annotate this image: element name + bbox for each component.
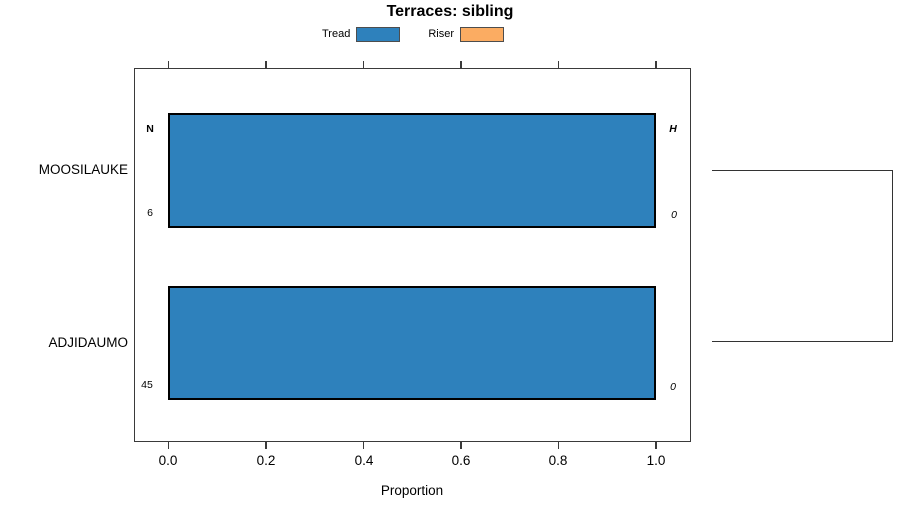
xtick-label-1.0: 1.0 (646, 453, 666, 468)
ytick-label-moosilauke: MOOSILAUKE (38, 162, 128, 177)
tick-top (265, 61, 267, 68)
tick-top (557, 61, 560, 68)
xtick-label-0.4: 0.4 (354, 453, 374, 468)
bar1-h-header: H (669, 122, 677, 135)
legend-label-tread: Tread (322, 28, 351, 40)
xtick-label-0.8: 0.8 (548, 453, 568, 468)
tick-top (362, 61, 365, 68)
tick-bottom (265, 442, 267, 449)
bar-moosilauke-tread (168, 113, 656, 228)
bar2-h-value: 0 (670, 380, 676, 393)
tick-bottom (655, 442, 657, 449)
tick-bottom (460, 442, 462, 449)
bar2-n-value: 45 (141, 378, 153, 391)
tick-top (460, 61, 462, 68)
bar-adjidaumo-tread (168, 286, 656, 400)
tick-top (655, 61, 657, 68)
tread-swatch (356, 26, 401, 42)
bar1-n-value: 6 (147, 206, 153, 219)
tick-bottom (557, 442, 560, 449)
xtick-label-0.0: 0.0 (158, 453, 178, 468)
cluster-bracket (712, 170, 893, 342)
xtick-label-0.2: 0.2 (256, 453, 276, 468)
bar1-n-header: N (146, 122, 154, 135)
legend-label-riser: Riser (428, 28, 454, 40)
bar1-h-value: 0 (671, 208, 677, 221)
xtick-label-0.6: 0.6 (451, 453, 471, 468)
ytick-label-adjidaumo: ADJIDAUMO (48, 335, 128, 350)
tick-top (167, 61, 170, 68)
tick-bottom (362, 442, 365, 449)
riser-swatch (460, 26, 504, 42)
tick-bottom (167, 442, 170, 449)
legend: Tread Riser (322, 26, 504, 42)
xaxis-title: Proportion (380, 483, 444, 498)
chart-title: Terraces: sibling (386, 3, 514, 20)
